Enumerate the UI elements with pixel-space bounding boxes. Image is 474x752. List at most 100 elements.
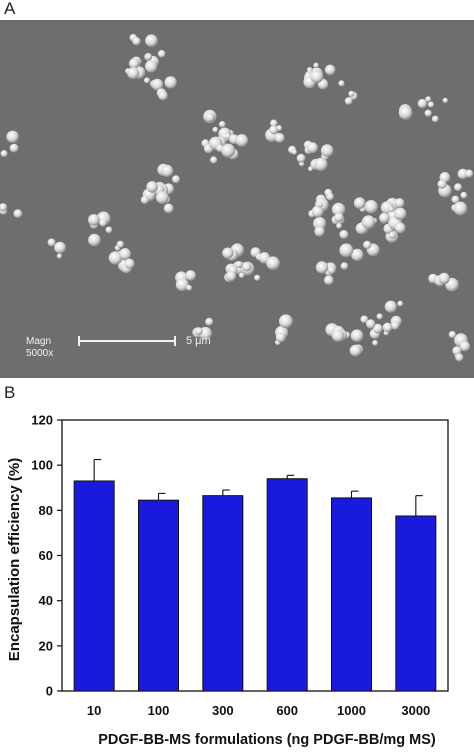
microsphere xyxy=(127,67,140,80)
microsphere xyxy=(459,341,471,352)
microsphere xyxy=(128,58,140,69)
microsphere xyxy=(270,119,278,127)
microsphere xyxy=(56,253,63,259)
microsphere xyxy=(425,96,432,102)
microsphere xyxy=(155,191,169,205)
microsphere xyxy=(339,230,349,239)
microsphere xyxy=(314,157,328,172)
microsphere xyxy=(254,274,261,281)
microsphere xyxy=(315,261,329,274)
microsphere xyxy=(222,247,234,259)
microsphere xyxy=(394,207,407,220)
microsphere xyxy=(186,284,193,291)
microsphere xyxy=(360,315,369,324)
microsphere xyxy=(366,319,376,329)
microsphere xyxy=(397,300,404,307)
bar xyxy=(202,495,244,692)
microsphere xyxy=(145,54,152,60)
microsphere xyxy=(151,78,164,91)
microsphere xyxy=(331,329,345,342)
y-tick-label: 40 xyxy=(39,593,53,608)
microsphere xyxy=(424,109,432,117)
microsphere xyxy=(0,150,8,158)
microsphere xyxy=(313,217,327,230)
microsphere xyxy=(388,231,396,239)
microsphere xyxy=(331,202,346,217)
microsphere xyxy=(235,261,243,268)
microsphere xyxy=(210,156,218,164)
microsphere xyxy=(427,101,435,108)
microsphere xyxy=(451,195,460,204)
microsphere xyxy=(344,97,353,105)
microsphere xyxy=(108,251,123,265)
microsphere xyxy=(146,181,158,193)
microsphere xyxy=(372,340,378,346)
microsphere xyxy=(388,206,394,212)
microsphere xyxy=(311,205,324,218)
microsphere xyxy=(438,272,450,284)
microsphere xyxy=(351,248,364,262)
microsphere xyxy=(205,112,215,122)
bar xyxy=(395,515,437,692)
bar xyxy=(73,480,115,692)
microsphere xyxy=(185,270,196,281)
microsphere xyxy=(394,222,406,234)
microsphere xyxy=(219,121,226,128)
microsphere xyxy=(457,168,469,180)
microsphere xyxy=(157,50,166,58)
microsphere xyxy=(275,332,286,343)
microsphere xyxy=(348,90,355,97)
microsphere-particles xyxy=(0,34,474,362)
microsphere xyxy=(238,272,245,279)
y-tick-label: 0 xyxy=(46,684,53,699)
scale-bar-label: 5 μm xyxy=(186,335,211,347)
microsphere xyxy=(119,248,131,260)
microsphere xyxy=(454,183,462,192)
microsphere xyxy=(338,80,345,87)
microsphere xyxy=(47,238,56,247)
panel-b-label: B xyxy=(4,383,16,402)
microsphere xyxy=(453,201,468,216)
microsphere xyxy=(442,97,448,104)
x-tick-label: 1000 xyxy=(337,703,366,718)
microsphere xyxy=(460,191,468,199)
x-axis-label: PDGF-BB-MS formulations (ng PDGF-BB/mg M… xyxy=(98,732,436,748)
x-tick-label: 300 xyxy=(212,703,234,718)
microsphere xyxy=(417,98,428,109)
microsphere xyxy=(124,258,135,269)
x-tick-label: 100 xyxy=(148,703,170,718)
microsphere xyxy=(279,314,293,329)
microsphere xyxy=(361,215,376,229)
microsphere xyxy=(363,240,372,249)
microsphere xyxy=(437,179,447,189)
microsphere xyxy=(54,241,66,254)
microsphere xyxy=(145,60,158,73)
microsphere xyxy=(6,130,19,143)
microsphere xyxy=(175,278,189,292)
microsphere xyxy=(349,344,362,357)
microsphere xyxy=(132,37,141,46)
microsphere xyxy=(308,166,313,172)
microsphere xyxy=(144,77,150,84)
microsphere xyxy=(269,125,278,135)
microsphere xyxy=(324,64,336,76)
microsphere xyxy=(431,115,439,123)
microsphere xyxy=(105,226,113,234)
microsphere xyxy=(296,153,306,163)
microsphere xyxy=(394,198,405,208)
microsphere xyxy=(465,169,474,178)
magnification-label: Magn xyxy=(26,336,52,347)
microsphere xyxy=(99,219,107,227)
encapsulation-bar-chart: 0 20 40 60 80 100 120 10 100 300 600 1000 3000 PDGF-B… xyxy=(6,413,449,748)
microsphere xyxy=(317,202,323,208)
y-axis-label: Encapsulation efficiency (%) xyxy=(6,458,23,661)
microsphere xyxy=(88,214,100,226)
scale-bar xyxy=(78,336,176,346)
microsphere xyxy=(9,143,19,153)
microsphere xyxy=(384,300,397,313)
microsphere xyxy=(376,313,383,320)
y-tick-label: 60 xyxy=(39,548,53,563)
microsphere xyxy=(205,317,214,326)
microsphere xyxy=(336,223,342,229)
microsphere xyxy=(390,321,400,330)
